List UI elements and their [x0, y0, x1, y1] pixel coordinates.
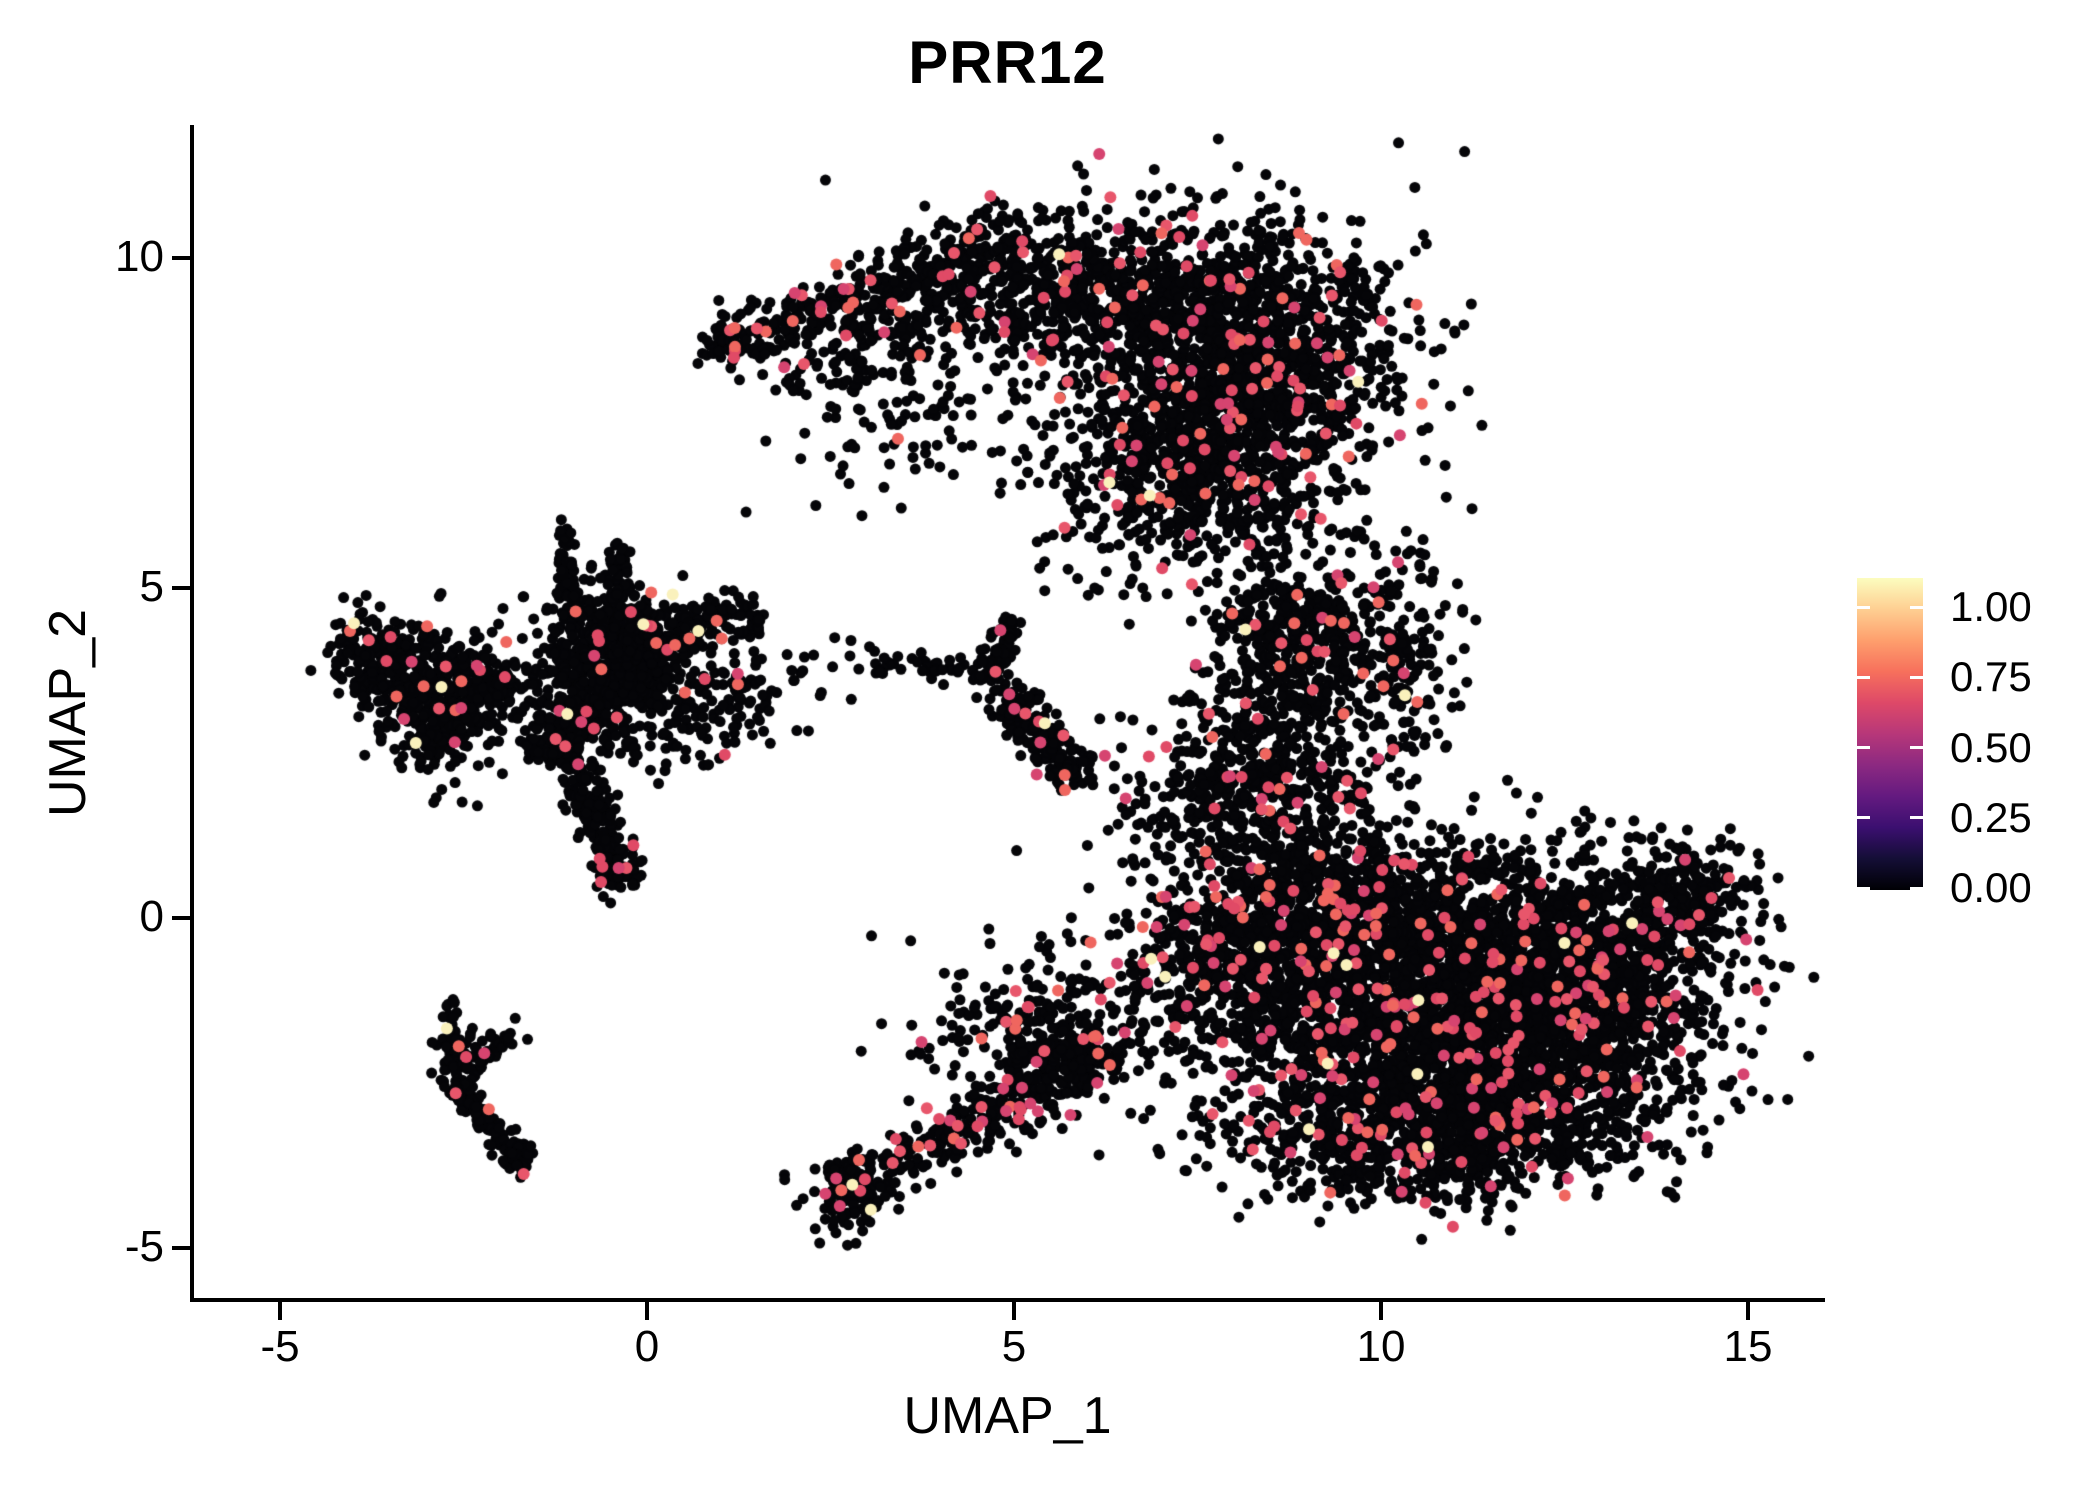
x-tick-label: 15 — [1723, 1322, 1773, 1371]
x-axis-title: UMAP_1 — [903, 1387, 1112, 1445]
legend-tick-mark — [1857, 675, 1870, 679]
x-tick-label: -5 — [260, 1322, 300, 1371]
y-tick-label: 0 — [139, 892, 164, 941]
x-tick-mark — [1746, 1302, 1750, 1320]
x-tick-mark — [1379, 1302, 1383, 1320]
y-tick-label: -5 — [124, 1222, 164, 1271]
legend-tick-label: 0.00 — [1950, 864, 2032, 911]
y-tick-mark — [172, 586, 190, 590]
y-tick-label: 10 — [115, 232, 164, 281]
legend-tick-mark — [1910, 816, 1923, 820]
x-tick-mark — [1012, 1302, 1016, 1320]
x-tick-mark — [645, 1302, 649, 1320]
legend-tick-mark — [1857, 746, 1870, 749]
y-tick-label: 5 — [139, 562, 164, 611]
legend-tick-label: 0.50 — [1950, 723, 2032, 771]
legend-tick-mark — [1910, 746, 1923, 749]
legend-tick-mark — [1857, 605, 1870, 609]
x-tick-label: 10 — [1356, 1322, 1406, 1371]
y-tick-mark — [172, 916, 190, 920]
legend-gradient-bar — [1857, 578, 1923, 890]
x-tick-label: 0 — [634, 1322, 660, 1371]
y-tick-mark — [172, 1246, 190, 1250]
legend-tick-mark — [1910, 675, 1923, 679]
legend-tick-label: 0.75 — [1950, 653, 2032, 701]
legend-tick-label: 0.25 — [1950, 793, 2032, 841]
y-tick-mark — [172, 256, 190, 260]
legend-tick-mark — [1857, 816, 1870, 820]
legend-tick-mark — [1857, 886, 1870, 890]
x-tick-mark — [278, 1302, 282, 1320]
x-tick-label: 5 — [1001, 1322, 1027, 1371]
plot-title: PRR12 — [908, 29, 1107, 96]
y-axis-title: UMAP_2 — [39, 608, 97, 818]
legend-tick-label: 1.00 — [1950, 583, 2032, 630]
plot-panel — [190, 125, 1825, 1302]
legend-tick-mark — [1910, 605, 1923, 609]
legend-tick-mark — [1910, 886, 1923, 890]
